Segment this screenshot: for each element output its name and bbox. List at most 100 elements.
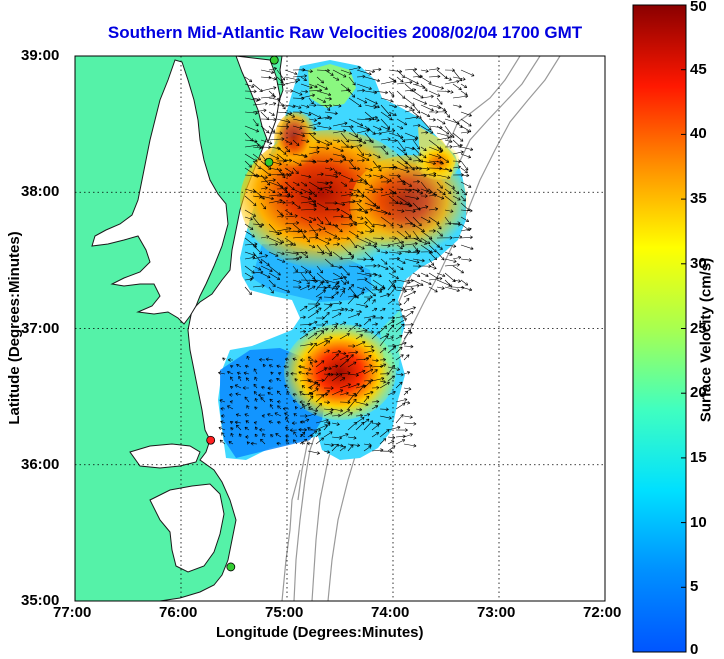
velocity-arrow (387, 345, 397, 354)
velocity-arrow (412, 123, 421, 128)
velocity-arrow (306, 441, 314, 446)
velocity-arrow (428, 258, 435, 266)
velocity-arrow (372, 125, 382, 131)
x-tick-label: 77:00 (53, 604, 92, 621)
velocity-arrow (363, 368, 374, 375)
velocity-arrow (412, 104, 421, 114)
velocity-arrow (323, 422, 331, 431)
velocity-arrow (252, 223, 265, 227)
velocity-arrow (396, 179, 406, 184)
velocity-arrow (331, 443, 339, 452)
velocity-arrow (412, 146, 422, 156)
velocity-arrow (252, 265, 262, 271)
velocity-arrow (307, 430, 318, 438)
velocity-arrow (267, 386, 274, 390)
x-tick-label: 73:00 (477, 604, 516, 621)
velocity-arrow (460, 173, 470, 178)
velocity-arrow (331, 364, 339, 369)
velocity-arrow (371, 358, 379, 363)
velocity-arrow (260, 167, 272, 177)
velocity-arrow (268, 242, 279, 247)
velocity-arrow (356, 286, 366, 291)
velocity-arrow (316, 125, 332, 130)
velocity-arrow (331, 422, 340, 426)
velocity-arrow (428, 74, 441, 79)
x-tick-label: 75:00 (265, 604, 304, 621)
velocity-arrow (269, 398, 274, 403)
x-tick-label: 74:00 (371, 604, 410, 621)
velocity-arrow (379, 415, 392, 420)
velocity-arrow (331, 301, 343, 305)
velocity-arrow (396, 80, 413, 85)
velocity-arrow (371, 405, 379, 410)
velocity-arrow (395, 335, 403, 340)
velocity-arrow (404, 153, 412, 161)
radar-station-marker (269, 55, 279, 65)
velocity-arrow (460, 235, 473, 240)
velocity-arrow (371, 369, 378, 375)
velocity-arrow (300, 230, 310, 243)
velocity-arrow (324, 237, 332, 241)
velocity-arrow (308, 216, 317, 221)
velocity-arrow (252, 108, 267, 113)
velocity-arrow (380, 216, 394, 227)
velocity-arrow (444, 90, 454, 94)
velocity-arrow (388, 174, 401, 178)
velocity-arrow (404, 88, 417, 92)
velocity-arrow (316, 185, 332, 190)
velocity-arrow (356, 158, 365, 163)
velocity-arrow (348, 166, 361, 171)
velocity-arrow (292, 229, 307, 234)
velocity-arrow (292, 181, 300, 186)
velocity-arrow (244, 364, 250, 369)
velocity-arrow (339, 446, 346, 452)
velocity-arrow (403, 344, 414, 349)
velocity-arrow (355, 369, 366, 375)
velocity-arrow (356, 216, 364, 220)
velocity-arrow (444, 195, 457, 206)
velocity-arrow (284, 209, 293, 216)
velocity-arrow (324, 69, 334, 76)
velocity-arrow (460, 279, 469, 286)
velocity-arrow (308, 83, 318, 89)
velocity-arrow (355, 309, 362, 314)
velocity-arrow (452, 76, 466, 81)
velocity-arrow (254, 426, 259, 431)
velocity-arrow (452, 235, 463, 239)
velocity-arrow (420, 76, 432, 84)
velocity-arrow (372, 118, 380, 122)
velocity-arrow (315, 360, 325, 368)
velocity-arrow (307, 395, 314, 403)
velocity-arrow (299, 402, 311, 410)
velocity-arrow (307, 342, 317, 354)
colorbar-tick-label: 40 (690, 125, 707, 143)
velocity-arrow (244, 413, 250, 417)
velocity-arrow (387, 425, 401, 431)
velocity-arrow (372, 187, 384, 192)
velocity-arrow (404, 202, 412, 207)
velocity-arrow (371, 316, 384, 320)
velocity-arrow (380, 97, 394, 103)
velocity-arrow (316, 97, 326, 103)
velocity-arrow (436, 181, 443, 189)
velocity-arrow (355, 303, 369, 308)
velocity-arrow (387, 279, 397, 291)
velocity-arrow (420, 83, 428, 92)
velocity-arrow (324, 223, 339, 228)
velocity-arrow (284, 237, 296, 246)
velocity-arrow (340, 272, 349, 284)
velocity-arrow (396, 69, 405, 78)
velocity-arrow (331, 353, 339, 361)
velocity-arrow (292, 125, 303, 130)
velocity-arrow (412, 258, 425, 263)
velocity-arrow (387, 336, 394, 340)
velocity-arrow (444, 263, 460, 267)
velocity-arrow (332, 284, 341, 289)
velocity-arrow (372, 264, 381, 268)
velocity-arrow (316, 139, 330, 147)
velocity-arrow (262, 433, 266, 438)
velocity-arrow (276, 227, 292, 232)
velocity-arrow (347, 412, 353, 417)
velocity-arrow (276, 364, 282, 369)
velocity-arrow (245, 420, 250, 424)
